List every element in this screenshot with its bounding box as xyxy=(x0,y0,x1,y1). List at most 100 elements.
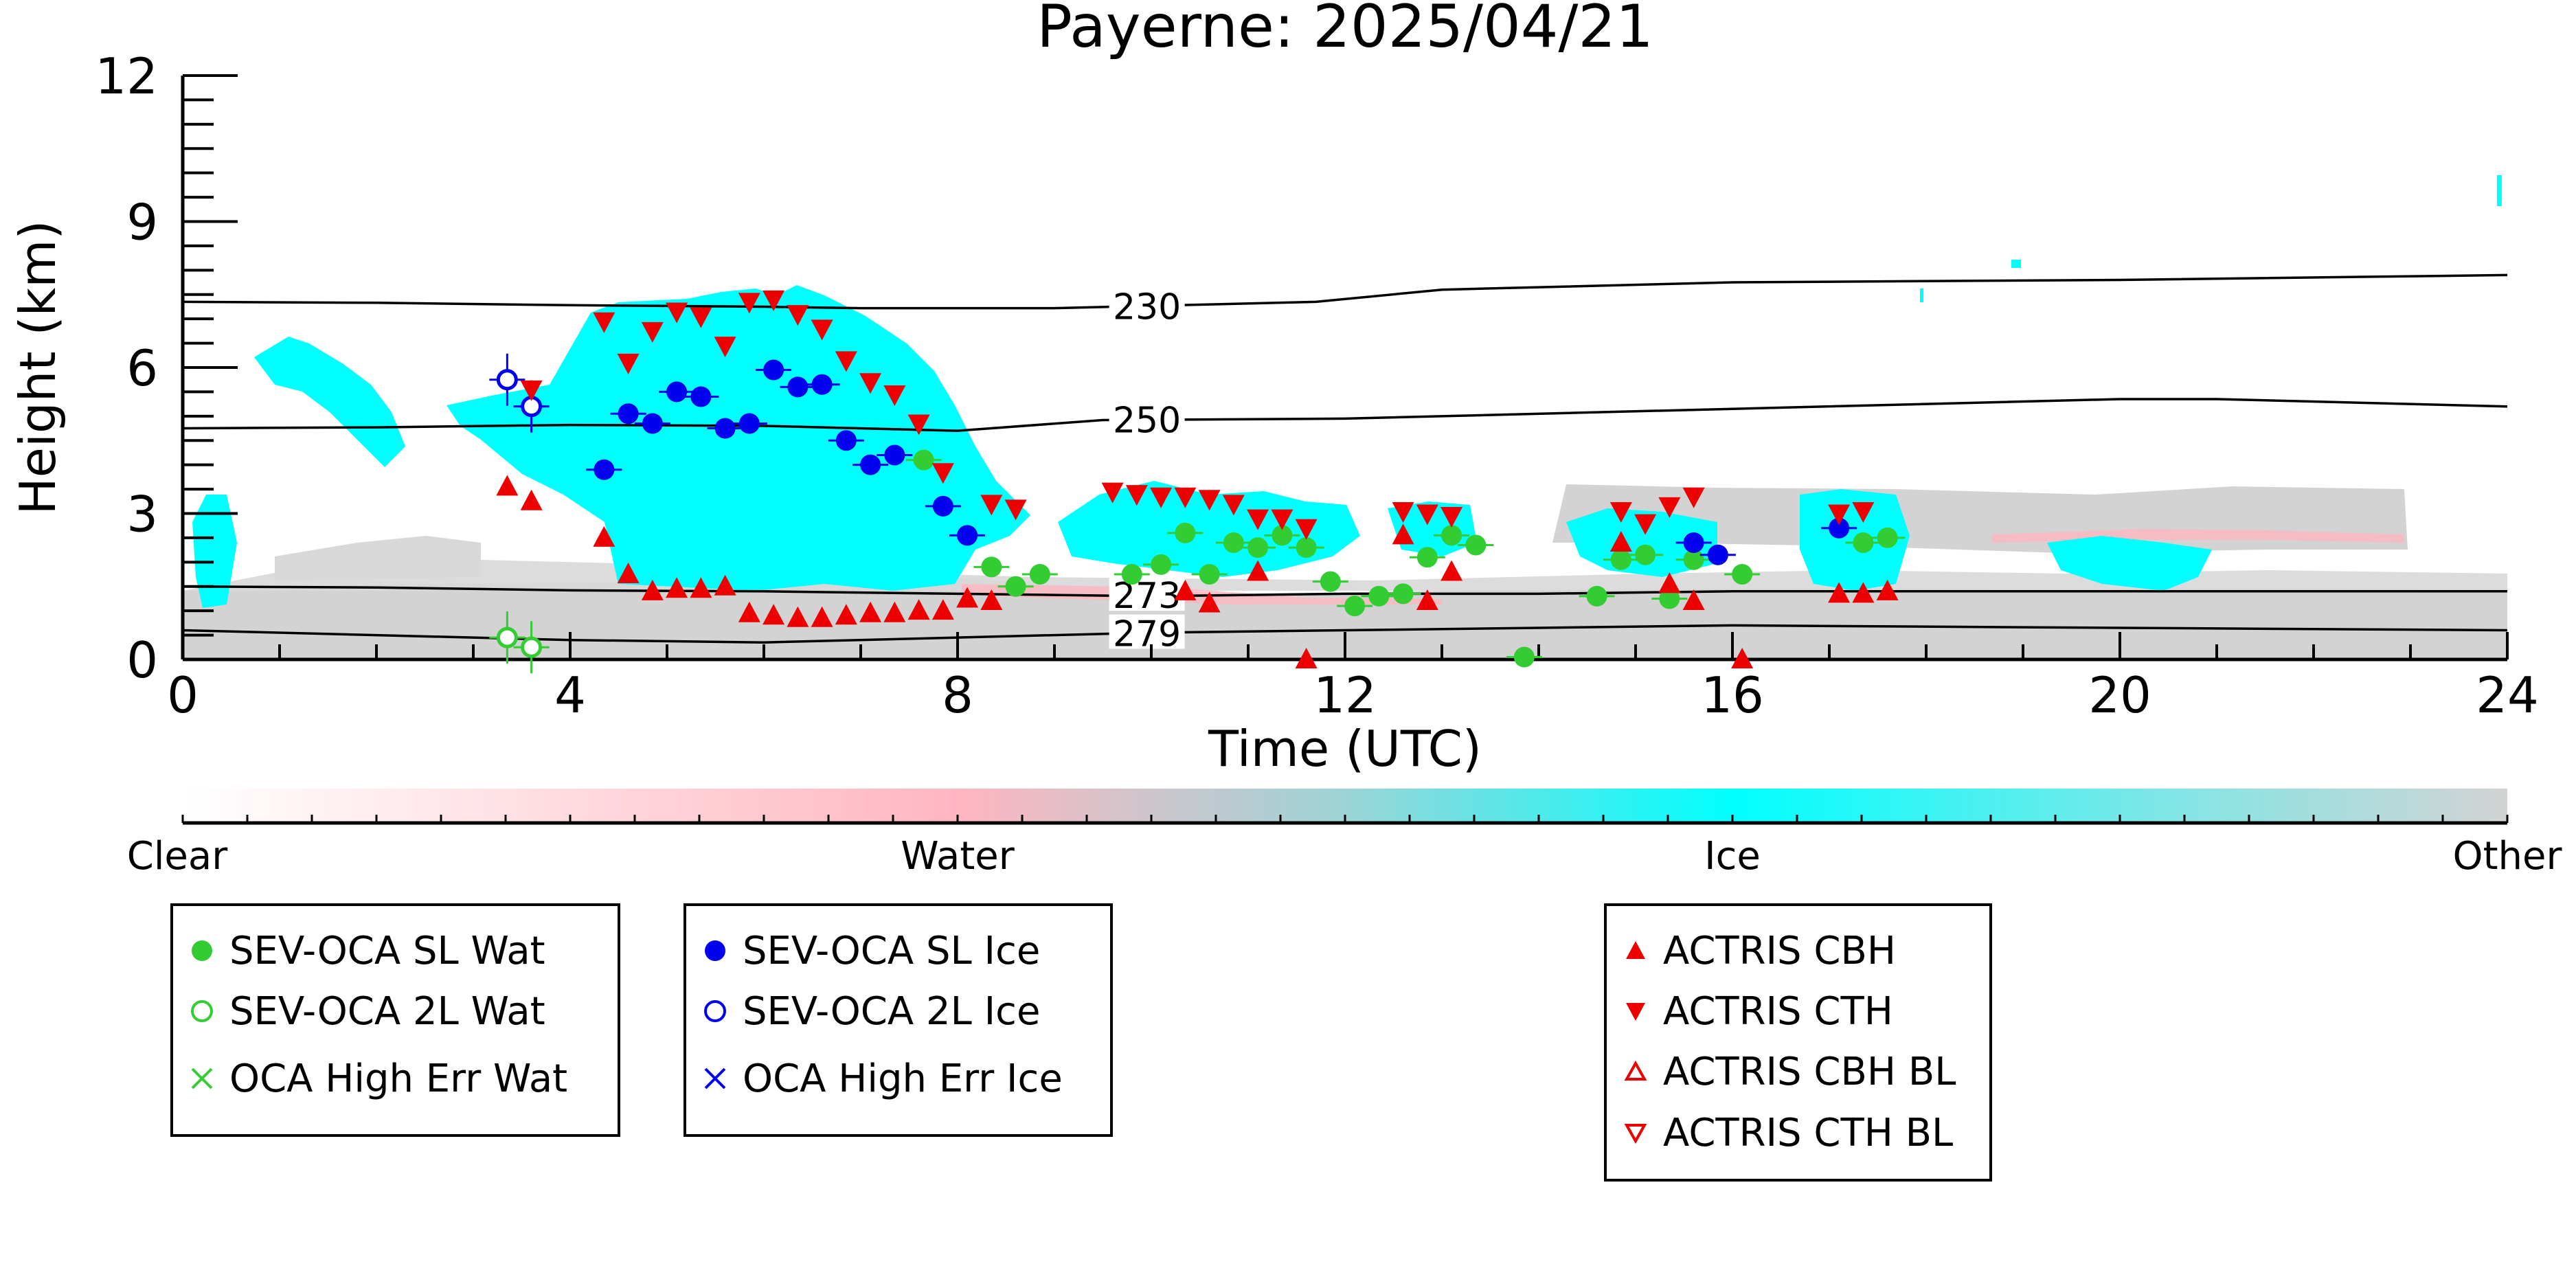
point-actris-cth xyxy=(1125,485,1148,506)
point-actris-cbh xyxy=(1416,589,1438,610)
legend-item-higherr-wat: OCA High Err Wat xyxy=(188,1054,567,1103)
point-sev-oca-sl-wat xyxy=(1392,583,1414,605)
y-tick-label: 0 xyxy=(126,631,158,689)
point-actris-cth xyxy=(1174,487,1197,508)
point-actris-cbh xyxy=(1876,579,1899,600)
x-tick-label: 12 xyxy=(1313,666,1377,724)
point-actris-cbh xyxy=(762,604,785,625)
point-actris-cth xyxy=(1271,509,1293,530)
point-sev-oca-sl-wat xyxy=(1586,585,1607,607)
legend-item-cth-bl: ACTRIS CTH BL xyxy=(1622,1109,1953,1157)
point-actris-cbh xyxy=(980,589,1003,610)
point-sev-oca-sl-wat xyxy=(1368,585,1390,607)
point-actris-cbh xyxy=(1682,589,1705,610)
point-sev-oca-sl-wat xyxy=(1732,564,1753,585)
point-actris-cth xyxy=(666,302,688,324)
point-actris-cth xyxy=(1682,487,1705,508)
point-actris-cth xyxy=(907,414,930,436)
legend-item-2l-ice: SEV-OCA 2L Ice xyxy=(701,987,1040,1035)
point-actris-cth xyxy=(1609,501,1632,523)
point-actris-cth xyxy=(520,380,543,401)
point-actris-cbh xyxy=(666,577,688,598)
point-actris-cth xyxy=(1150,487,1173,508)
y-tick-label: 12 xyxy=(95,47,158,105)
marker-layer xyxy=(489,290,1906,674)
point-sev-oca-sl-ice xyxy=(714,418,736,439)
point-actris-cth xyxy=(1828,504,1851,526)
point-sev-oca-sl-wat xyxy=(1416,547,1438,568)
point-sev-oca-sl-wat xyxy=(1610,549,1631,570)
legend-item-2l-wat: SEV-OCA 2L Wat xyxy=(188,987,545,1035)
point-sev-oca-sl-ice xyxy=(1829,517,1850,539)
colorbar-ticks xyxy=(181,815,2509,823)
legend-water: SEV-OCA SL Wat SEV-OCA 2L Wat OCA High E… xyxy=(170,903,620,1137)
legend-label: SEV-OCA 2L Wat xyxy=(229,988,545,1034)
point-actris-cth xyxy=(1004,499,1027,521)
point-actris-cth xyxy=(835,351,857,372)
point-actris-cbh xyxy=(787,606,809,627)
point-actris-cth xyxy=(931,463,954,484)
point-actris-cbh xyxy=(1609,531,1632,552)
x-tick-label: 0 xyxy=(167,666,199,724)
point-sev-oca-sl-wat xyxy=(1272,525,1293,546)
colorbar-label-clear: Clear xyxy=(127,834,228,879)
point-sev-oca-sl-wat xyxy=(1853,532,1874,553)
y-tick-label: 3 xyxy=(126,486,158,543)
point-actris-cbh xyxy=(617,563,640,584)
ice-cloud-mid xyxy=(1058,481,1360,577)
legend-label: ACTRIS CTH xyxy=(1663,988,1893,1034)
point-actris-cth xyxy=(1416,504,1438,526)
other-patch-early xyxy=(275,536,481,580)
point-sev-oca-sl-wat xyxy=(1320,571,1341,592)
point-actris-cbh xyxy=(714,574,736,596)
point-actris-cth xyxy=(1101,482,1124,504)
point-sev-oca-sl-ice xyxy=(957,525,978,546)
point-sev-oca-sl-wat xyxy=(1465,534,1487,556)
legend-label: ACTRIS CTH BL xyxy=(1663,1110,1954,1155)
point-actris-cbh xyxy=(931,599,954,620)
x-axis-label: Time (UTC) xyxy=(1208,720,1482,778)
isotherm-label-250: 250 xyxy=(1113,400,1181,441)
point-actris-cbh xyxy=(1198,591,1221,613)
isotherm-label-bg xyxy=(1109,400,1185,436)
point-actris-cbh xyxy=(1295,648,1318,668)
point-sev-oca-sl-wat xyxy=(1683,549,1704,570)
point-sev-oca-2l-wat xyxy=(496,626,518,648)
point-sev-oca-sl-ice xyxy=(763,359,784,381)
point-sev-oca-sl-ice xyxy=(811,374,833,395)
point-actris-cth xyxy=(883,385,906,406)
point-actris-cbh xyxy=(1247,560,1269,581)
colorbar-label-other: Other xyxy=(2452,834,2562,879)
ice-speck-a xyxy=(2011,260,2021,268)
point-actris-cbh xyxy=(1828,582,1851,603)
point-sev-oca-2l-wat xyxy=(521,636,543,658)
point-sev-oca-sl-wat xyxy=(1635,544,1656,565)
open-circle-icon xyxy=(191,1000,213,1022)
point-sev-oca-sl-ice xyxy=(594,459,615,480)
point-sev-oca-sl-ice xyxy=(618,403,639,425)
legend-item-sl-ice: SEV-OCA SL Ice xyxy=(701,927,1040,975)
point-sev-oca-sl-ice xyxy=(787,376,809,398)
point-actris-cth xyxy=(811,319,833,341)
filled-circle-icon xyxy=(192,940,212,961)
point-sev-oca-2l-ice xyxy=(496,369,518,391)
point-actris-cbh xyxy=(1174,579,1197,600)
point-sev-oca-sl-wat xyxy=(1199,564,1220,585)
point-actris-cth xyxy=(1852,501,1875,523)
ice-cloud-late2 xyxy=(2047,536,2212,591)
point-actris-cth xyxy=(641,321,664,343)
point-actris-cbh xyxy=(641,579,664,600)
other-band xyxy=(183,578,2507,659)
ice-cloud-early xyxy=(254,337,405,467)
point-sev-oca-sl-ice xyxy=(738,413,760,434)
y-tick-label: 9 xyxy=(126,194,158,251)
legend-item-higherr-ice: OCA High Err Ice xyxy=(701,1054,1063,1103)
legend-item-sl-wat: SEV-OCA SL Wat xyxy=(188,927,545,975)
legend-item-cth: ACTRIS CTH xyxy=(1622,987,1893,1035)
isotherm-label-279: 279 xyxy=(1113,613,1181,655)
isotherm-label-bg xyxy=(1109,614,1185,649)
point-actris-cbh xyxy=(883,601,906,622)
ice-cloud-main xyxy=(447,285,1030,591)
isotherm-label-bg xyxy=(1109,576,1185,611)
